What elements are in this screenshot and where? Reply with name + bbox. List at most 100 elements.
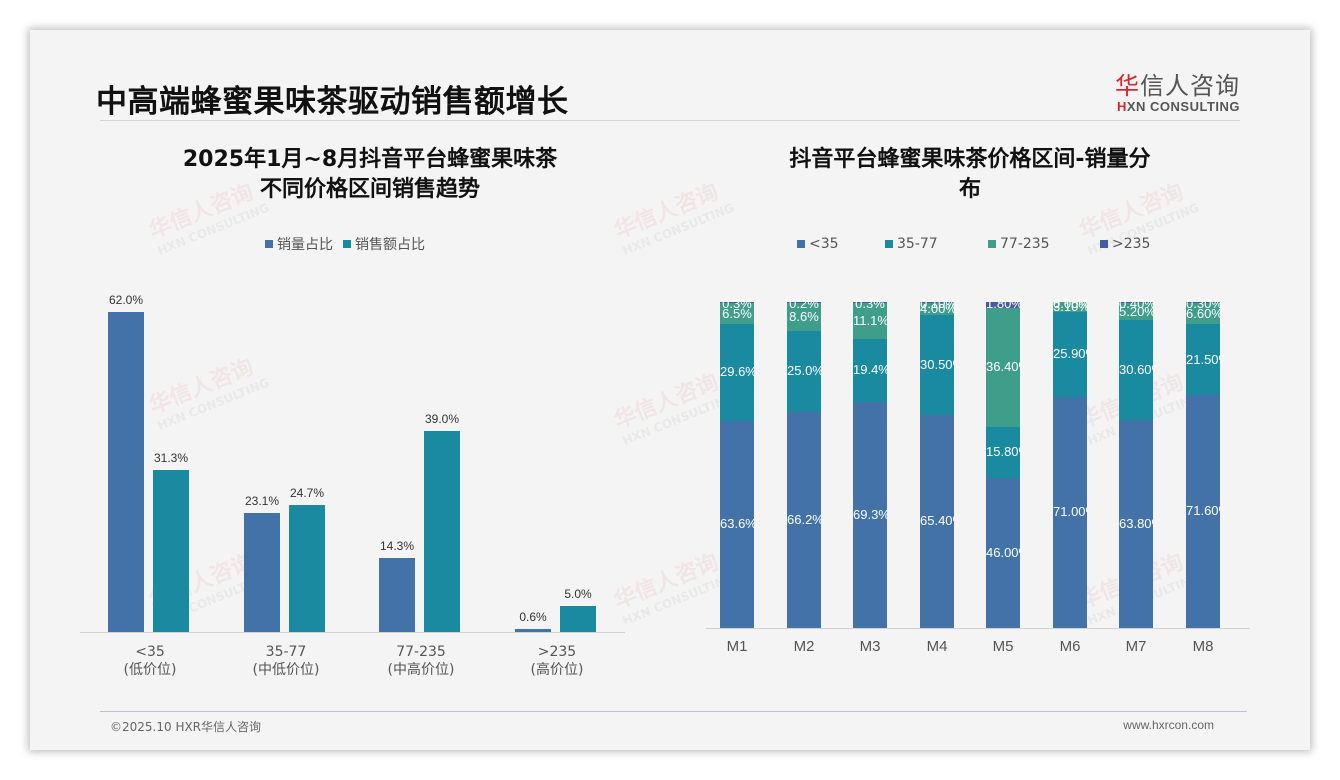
segment-label: 8.6%: [789, 308, 819, 324]
segment-1: [920, 315, 954, 415]
segment-label: 21.50%: [1186, 351, 1220, 367]
legend-swatch: [265, 240, 273, 248]
segment-2: [787, 302, 821, 331]
segment-label: 66.2%: [787, 512, 821, 528]
segment-label: 71.00%: [1053, 504, 1087, 520]
segment-label: 0.40%: [1119, 296, 1153, 311]
segment-label: 3.10%: [1053, 299, 1087, 315]
bar-volume: [379, 558, 415, 632]
segment-label: 25.0%: [787, 363, 821, 379]
segment-2: [1119, 303, 1153, 321]
segment-3: [986, 302, 1020, 308]
segment-2: [720, 302, 754, 325]
segment-label: 36.40%: [986, 359, 1020, 375]
segment-2: [986, 307, 1020, 427]
segment-0: [787, 412, 821, 628]
segment-label: 29.6%: [720, 364, 754, 380]
segment-0: [1186, 394, 1220, 628]
legend-item-35-77: 35-77: [885, 236, 988, 252]
segment-label: 4.00%: [920, 300, 954, 316]
segment-label: 6.5%: [722, 305, 752, 321]
segment-0: [920, 414, 954, 628]
month-label: M1: [726, 638, 748, 655]
segment-label: 71.60%: [1186, 503, 1220, 519]
segment-label: 0.10%: [920, 296, 954, 311]
legend-item-gt235: >235: [1100, 236, 1150, 252]
right-chart-legend: <35 35-77 77-235 >235: [797, 236, 1150, 252]
x-axis: [80, 632, 625, 633]
segment-label: 0.30%: [1186, 296, 1220, 311]
data-label: 62.0%: [108, 293, 144, 307]
month-label: M8: [1192, 638, 1214, 655]
category-label: >235 (高价位): [530, 644, 584, 678]
segment-1: [1186, 324, 1220, 395]
bar-revenue: [153, 470, 189, 632]
data-label: 24.7%: [289, 485, 325, 500]
segment-label: 0.3%: [855, 296, 885, 311]
month-label: M5: [992, 638, 1014, 655]
segment-label: 63.6%: [720, 516, 754, 532]
month-label: M2: [793, 638, 815, 655]
month-label: M7: [1125, 638, 1147, 655]
segment-label: 11.1%: [853, 312, 887, 328]
x-axis: [706, 628, 1250, 629]
right-chart-title: 抖音平台蜂蜜果味茶价格区间-销量分 布: [789, 147, 1151, 202]
segment-0: [1119, 420, 1153, 628]
legend-swatch: [343, 240, 351, 248]
segment-0: [1053, 396, 1087, 628]
segment-2: [1186, 302, 1220, 325]
segment-3: [720, 302, 754, 303]
segment-0: [986, 478, 1020, 628]
segment-label: 30.60%: [1119, 362, 1153, 378]
segment-label: 6.60%: [1186, 305, 1220, 321]
logo-en: HXN CONSULTING: [1116, 99, 1240, 114]
title-divider: [100, 120, 1240, 121]
segment-label: 5.20%: [1119, 303, 1153, 319]
legend-item-lt35: <35: [797, 236, 885, 252]
company-logo: 华信人咨询 HXN CONSULTING: [1115, 66, 1240, 114]
segment-3: [1186, 302, 1220, 303]
segment-0: [720, 420, 754, 628]
month-label: M4: [926, 638, 948, 655]
segment-1: [1119, 320, 1153, 420]
logo-cn: 华信人咨询: [1115, 72, 1240, 100]
segment-3: [853, 301, 887, 303]
month-label: M3: [859, 638, 881, 655]
data-label: 23.1%: [244, 493, 280, 508]
segment-label: 25.90%: [1053, 346, 1087, 362]
bar-revenue: [289, 504, 325, 632]
segment-3: [787, 302, 821, 303]
data-label: 5.0%: [564, 587, 592, 602]
legend-item-volume: 销量占比: [265, 234, 333, 254]
legend-item-revenue: 销售额占比: [343, 234, 425, 254]
segment-1: [720, 324, 754, 421]
segment-label: 0.00%: [1053, 296, 1087, 311]
segment-label: 69.3%: [853, 507, 887, 523]
left-chart-title: 2025年1月~8月抖音平台蜂蜜果味茶 不同价格区间销售趋势: [182, 147, 558, 202]
bar-volume: [108, 312, 144, 632]
bar-volume: [244, 512, 280, 632]
slide: 中高端蜂蜜果味茶驱动销售额增长 华信人咨询 HXN CONSULTING 华信人…: [30, 30, 1310, 750]
segment-label: 46.00%: [986, 545, 1020, 561]
category-label: 35-77 (中低价位): [252, 644, 320, 678]
data-label: 39.0%: [424, 411, 460, 426]
segment-3: [1119, 302, 1153, 304]
data-label: 14.3%: [379, 539, 415, 554]
data-label: 31.3%: [153, 451, 189, 466]
segment-label: 15.80%: [986, 444, 1020, 460]
segment-1: [1053, 312, 1087, 397]
legend-item-77-235: 77-235: [988, 236, 1100, 252]
segment-1: [787, 330, 821, 413]
left-chart-legend: 销量占比 销售额占比: [265, 234, 425, 254]
segment-label: 0.3%: [722, 296, 752, 311]
bar-revenue: [424, 430, 460, 632]
footer-copyright: ©2025.10 HXR华信人咨询: [110, 720, 262, 734]
segment-2: [1053, 302, 1087, 313]
data-label: 0.6%: [519, 609, 547, 624]
segment-label: 1.80%: [986, 296, 1020, 311]
segment-label: 30.50%: [920, 357, 954, 373]
bar-revenue: [560, 606, 596, 632]
category-label: 77-235 (中高价位): [387, 644, 455, 678]
